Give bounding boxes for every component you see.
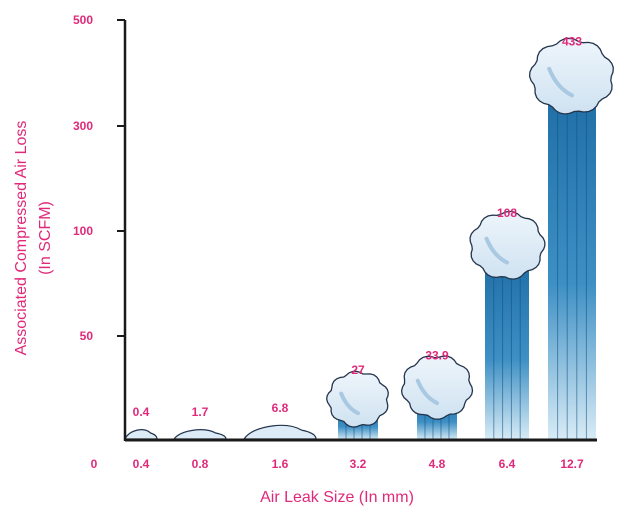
data-puff <box>124 429 158 440</box>
data-label: 433 <box>562 35 582 49</box>
x-axis: 0.4 0.8 1.6 3.2 4.8 6.4 12.7 <box>133 457 584 471</box>
data-label: 0.4 <box>133 405 150 419</box>
x-tick-label: 1.6 <box>272 457 289 471</box>
bars-group <box>124 91 596 441</box>
data-cloud <box>528 37 614 115</box>
data-bar <box>485 259 529 440</box>
data-cloud <box>469 210 546 280</box>
y-tick-label: 50 <box>80 329 94 343</box>
x-tick-label: 6.4 <box>499 457 516 471</box>
cloud-shade <box>547 66 574 98</box>
x-tick-label: 0.4 <box>133 457 150 471</box>
data-label: 33.9 <box>425 348 449 362</box>
y-axis-title-line1: Associated Compressed Air Loss <box>13 121 30 356</box>
x-tick-label: 0.8 <box>192 457 209 471</box>
x-tick-label: 3.2 <box>350 457 367 471</box>
data-cloud <box>400 355 474 420</box>
data-puff <box>242 424 317 440</box>
x-axis-title: Air Leak Size (In mm) <box>260 489 414 506</box>
value-labels: 0.4 1.7 6.8 27 33.9 108 433 <box>133 35 583 419</box>
x-tick-label: 12.7 <box>560 457 584 471</box>
x-tick-label: 4.8 <box>429 457 446 471</box>
data-puff <box>172 429 227 440</box>
data-label: 1.7 <box>192 405 209 419</box>
clouds-group <box>326 37 614 428</box>
x-tick-origin: 0 <box>91 457 98 471</box>
cloud-shade <box>415 378 439 406</box>
data-label: 6.8 <box>272 401 289 415</box>
data-label: 27 <box>351 363 365 377</box>
y-tick-label: 500 <box>73 13 93 27</box>
y-axis-title-line2: (In SCFM) <box>37 201 54 275</box>
data-bar <box>548 91 596 441</box>
cloud-shade <box>484 236 509 265</box>
cloud-shade <box>339 391 360 416</box>
y-axis: 50 100 300 500 <box>73 13 125 343</box>
data-label: 108 <box>497 206 517 220</box>
data-cloud <box>326 370 389 428</box>
y-tick-label: 100 <box>73 224 93 238</box>
y-tick-label: 300 <box>73 119 93 133</box>
